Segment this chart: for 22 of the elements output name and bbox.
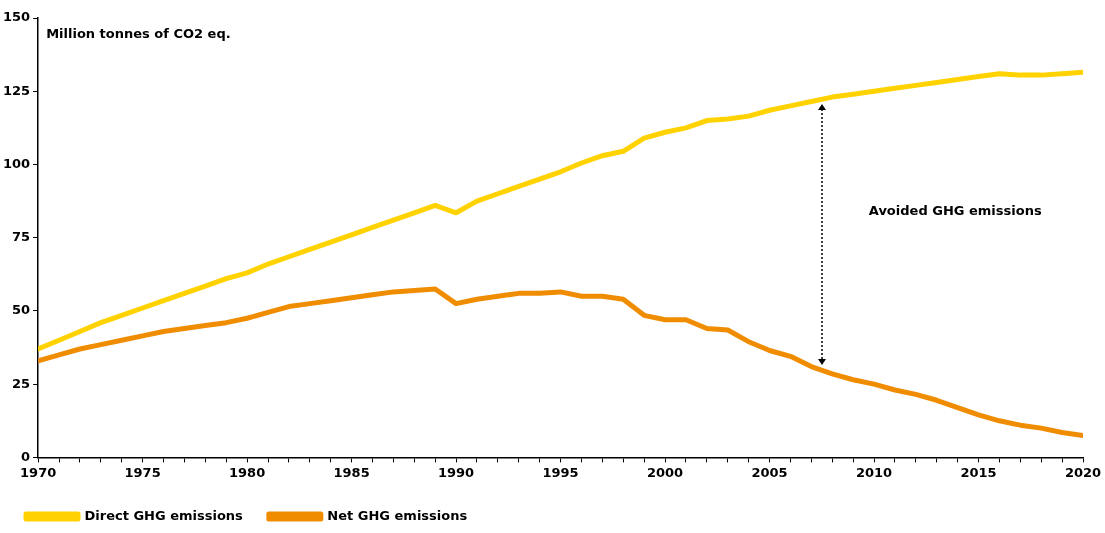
legend-label: Direct GHG emissions [84,507,244,523]
annotation: Avoided GHG emissions [868,202,1042,218]
y-tick-label: 125 [3,82,31,98]
x-tick-label: 1975 [124,464,161,480]
x-tick-label: 2005 [751,464,788,480]
x-tick-label: 1970 [20,464,57,480]
x-tick-label: 1995 [542,464,579,480]
x-tick-label: 2010 [855,464,893,480]
y-tick-label: 50 [12,302,31,318]
x-tick-label: 1990 [437,464,475,480]
y-tick-label: 25 [12,375,31,391]
y-tick-label: 75 [12,229,31,245]
x-tick-label: 1985 [333,464,370,480]
y-tick-label: 0 [21,448,31,464]
y-tick-label: 150 [3,9,31,25]
y-tick-label: 100 [3,155,31,171]
legend-label: Net GHG emissions [327,507,468,523]
x-tick-label: 1980 [229,464,266,480]
x-tick-label: 2000 [646,464,684,480]
y-axis-title: Million tonnes of CO2 eq. [46,26,231,42]
x-tick-label: 2020 [1064,464,1102,480]
x-tick-label: 2015 [960,464,997,480]
